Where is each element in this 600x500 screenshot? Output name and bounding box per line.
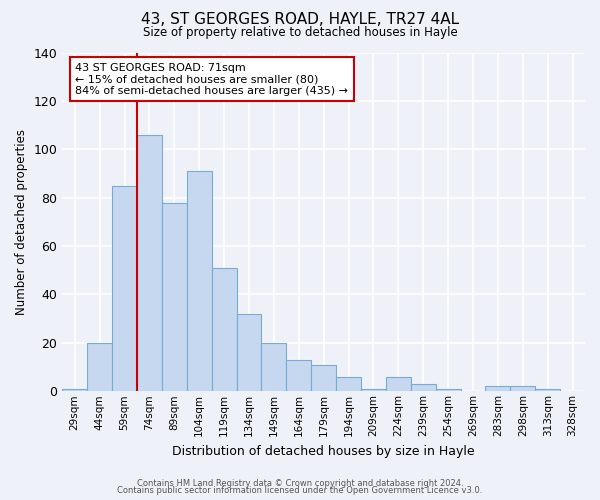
Bar [236, 314, 262, 392]
Bar [361, 389, 386, 392]
Bar [162, 202, 187, 392]
Text: Contains HM Land Registry data © Crown copyright and database right 2024.: Contains HM Land Registry data © Crown c… [137, 478, 463, 488]
Bar [87, 343, 112, 392]
Bar [386, 376, 411, 392]
Bar [62, 389, 87, 392]
Bar [535, 389, 560, 392]
Text: Contains public sector information licensed under the Open Government Licence v3: Contains public sector information licen… [118, 486, 482, 495]
Bar [112, 186, 137, 392]
Bar [311, 364, 336, 392]
Bar [286, 360, 311, 392]
Bar [336, 376, 361, 392]
Bar [436, 389, 461, 392]
Text: 43 ST GEORGES ROAD: 71sqm
← 15% of detached houses are smaller (80)
84% of semi-: 43 ST GEORGES ROAD: 71sqm ← 15% of detac… [76, 62, 349, 96]
Bar [411, 384, 436, 392]
Y-axis label: Number of detached properties: Number of detached properties [15, 129, 28, 315]
Text: Size of property relative to detached houses in Hayle: Size of property relative to detached ho… [143, 26, 457, 39]
Bar [262, 343, 286, 392]
Text: 43, ST GEORGES ROAD, HAYLE, TR27 4AL: 43, ST GEORGES ROAD, HAYLE, TR27 4AL [141, 12, 459, 28]
Bar [137, 135, 162, 392]
X-axis label: Distribution of detached houses by size in Hayle: Distribution of detached houses by size … [172, 444, 475, 458]
Bar [212, 268, 236, 392]
Bar [187, 171, 212, 392]
Bar [485, 386, 511, 392]
Bar [511, 386, 535, 392]
